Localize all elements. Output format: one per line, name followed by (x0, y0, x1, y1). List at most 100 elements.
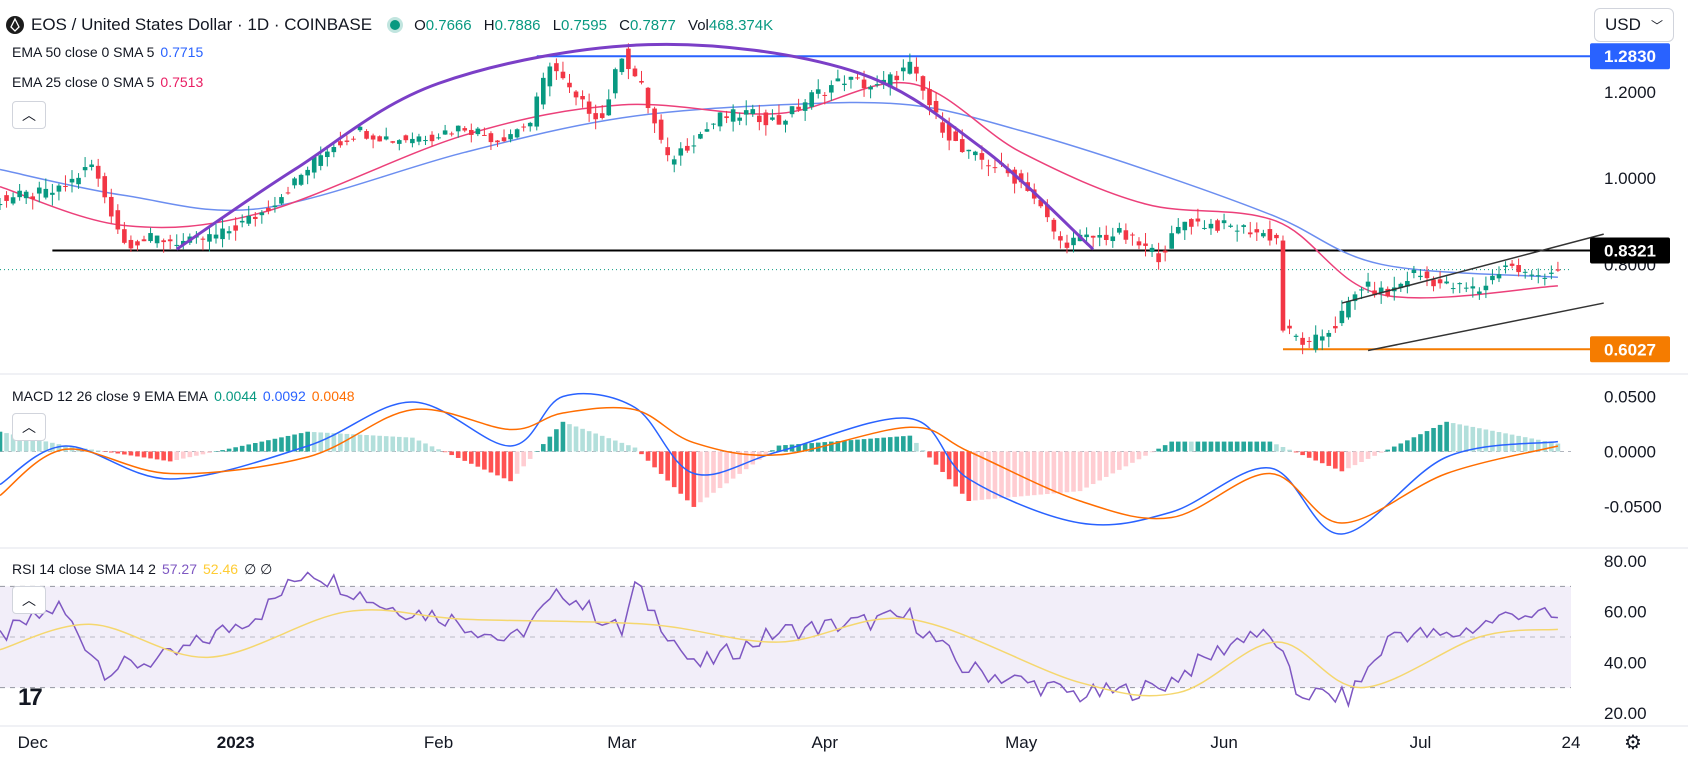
candle-body (338, 141, 343, 146)
macd-histogram-bar (750, 451, 756, 465)
macd-histogram-bar (161, 451, 166, 461)
candle-body (534, 96, 540, 127)
candle-body (678, 148, 684, 156)
macd-histogram-bar (1261, 441, 1266, 452)
macd-histogram-bar (194, 451, 199, 456)
macd-histogram-bar (547, 436, 553, 452)
macd-histogram-bar (1077, 451, 1083, 492)
candle-body (1450, 288, 1456, 290)
macd-histogram-bar (1247, 441, 1253, 452)
candle-body (1195, 218, 1201, 222)
candle-body (501, 137, 507, 142)
candle-body (1038, 199, 1044, 207)
macd-histogram-bar (933, 451, 939, 465)
candle-body (1535, 275, 1541, 277)
time-axis-label: May (1005, 733, 1038, 752)
currency-select[interactable]: USD ﹀ (1594, 8, 1674, 42)
macd-histogram-bar (226, 448, 232, 452)
macd-histogram-bar (4, 433, 9, 452)
candle-body (23, 191, 29, 199)
macd-histogram-bar (1378, 451, 1384, 453)
legend-ema25[interactable]: EMA 25 close 0 SMA 5 0.7513 (12, 74, 203, 90)
macd-histogram-bar (1143, 451, 1148, 456)
macd-histogram-bar (1391, 446, 1397, 452)
macd-histogram-bar (1463, 425, 1469, 452)
macd-histogram-bar (953, 451, 958, 487)
rsi-value-2: 52.46 (203, 561, 239, 577)
candle-body (495, 140, 500, 143)
macd-histogram-bar (1267, 441, 1273, 452)
tradingview-logo-icon[interactable]: 17 (18, 684, 43, 711)
macd-histogram-bar (1385, 449, 1391, 452)
macd-histogram-bar (1522, 437, 1528, 452)
macd-histogram-bar (1529, 438, 1535, 452)
candle-body (632, 68, 638, 77)
macd-signal-line (0, 406, 1559, 524)
macd-histogram-bar (410, 437, 415, 452)
time-axis-label: Jun (1210, 733, 1237, 752)
candle-body (0, 204, 3, 206)
candle-body (1097, 235, 1102, 238)
candle-body (324, 151, 330, 158)
candle-body (855, 77, 860, 79)
macd-histogram-bar (835, 441, 841, 452)
macd-histogram-bar (580, 428, 585, 452)
macd-histogram-bar (1169, 441, 1175, 452)
macd-histogram-bar (1228, 441, 1233, 452)
candle-body (82, 167, 88, 171)
candle-body (835, 78, 841, 82)
candle-body (279, 197, 284, 204)
candle-body (842, 83, 847, 86)
candle-body (920, 76, 926, 91)
candle-body (56, 185, 62, 192)
candle-body (1247, 232, 1253, 235)
chevron-up-icon: ︿ (22, 592, 36, 608)
candle-body (180, 240, 186, 245)
macd-histogram-bar (462, 451, 468, 461)
candle-body (626, 48, 631, 70)
rsi-label: RSI 14 close SMA 14 2 (12, 561, 156, 577)
candle-body (927, 89, 932, 106)
candle-body (1156, 253, 1161, 263)
macd-histogram-bar (495, 451, 500, 476)
legend-rsi[interactable]: RSI 14 close SMA 14 2 57.27 52.46 ∅ ∅ (12, 561, 272, 578)
macd-histogram-bar (1103, 451, 1109, 477)
macd-histogram-bar (927, 451, 932, 458)
candle-body (580, 96, 585, 100)
macd-histogram-bar (1359, 451, 1364, 463)
rsi-value-1: 57.27 (161, 561, 198, 577)
macd-histogram-bar (23, 437, 29, 452)
candle-body (691, 145, 697, 147)
macd-histogram-bar (239, 445, 245, 452)
market-status-icon (390, 20, 401, 30)
candle-body (390, 141, 396, 143)
candle-body (1202, 227, 1207, 229)
macd-histogram-bar (285, 435, 291, 452)
macd-histogram-bar (914, 442, 919, 452)
candle-body (1058, 236, 1063, 241)
macd-histogram-bar (1333, 451, 1338, 469)
macd-histogram-bar (377, 435, 382, 452)
macd-histogram-bar (920, 450, 926, 452)
price-axis-label: 1.0000 (1604, 169, 1656, 188)
symbol-title[interactable]: EOS / United States Dollar · 1D · COINBA… (31, 15, 373, 34)
candle-body (1509, 263, 1515, 266)
macd-histogram-bar (1313, 451, 1319, 461)
macd-histogram-bar (102, 451, 108, 452)
macd-value-2: 0.0092 (262, 388, 306, 404)
candle-body (645, 87, 651, 109)
candle-body (874, 84, 880, 86)
high-value: 0.7886 (494, 16, 541, 34)
collapse-rsi-button[interactable]: ︿ (12, 586, 46, 614)
gear-icon[interactable]: ⚙ (1624, 732, 1642, 754)
macd-histogram-bar (534, 451, 540, 452)
collapse-legend-button[interactable]: ︿ (12, 101, 46, 129)
candle-body (1339, 310, 1345, 324)
collapse-macd-button[interactable]: ︿ (12, 413, 46, 441)
candle-body (285, 192, 291, 194)
candle-body (619, 58, 625, 73)
candle-body (1477, 291, 1482, 294)
legend-macd[interactable]: MACD 12 26 close 9 EMA EMA 0.0044 0.0092 0.… (12, 388, 355, 404)
legend-ema50[interactable]: EMA 50 close 0 SMA 5 0.7715 (12, 44, 203, 60)
